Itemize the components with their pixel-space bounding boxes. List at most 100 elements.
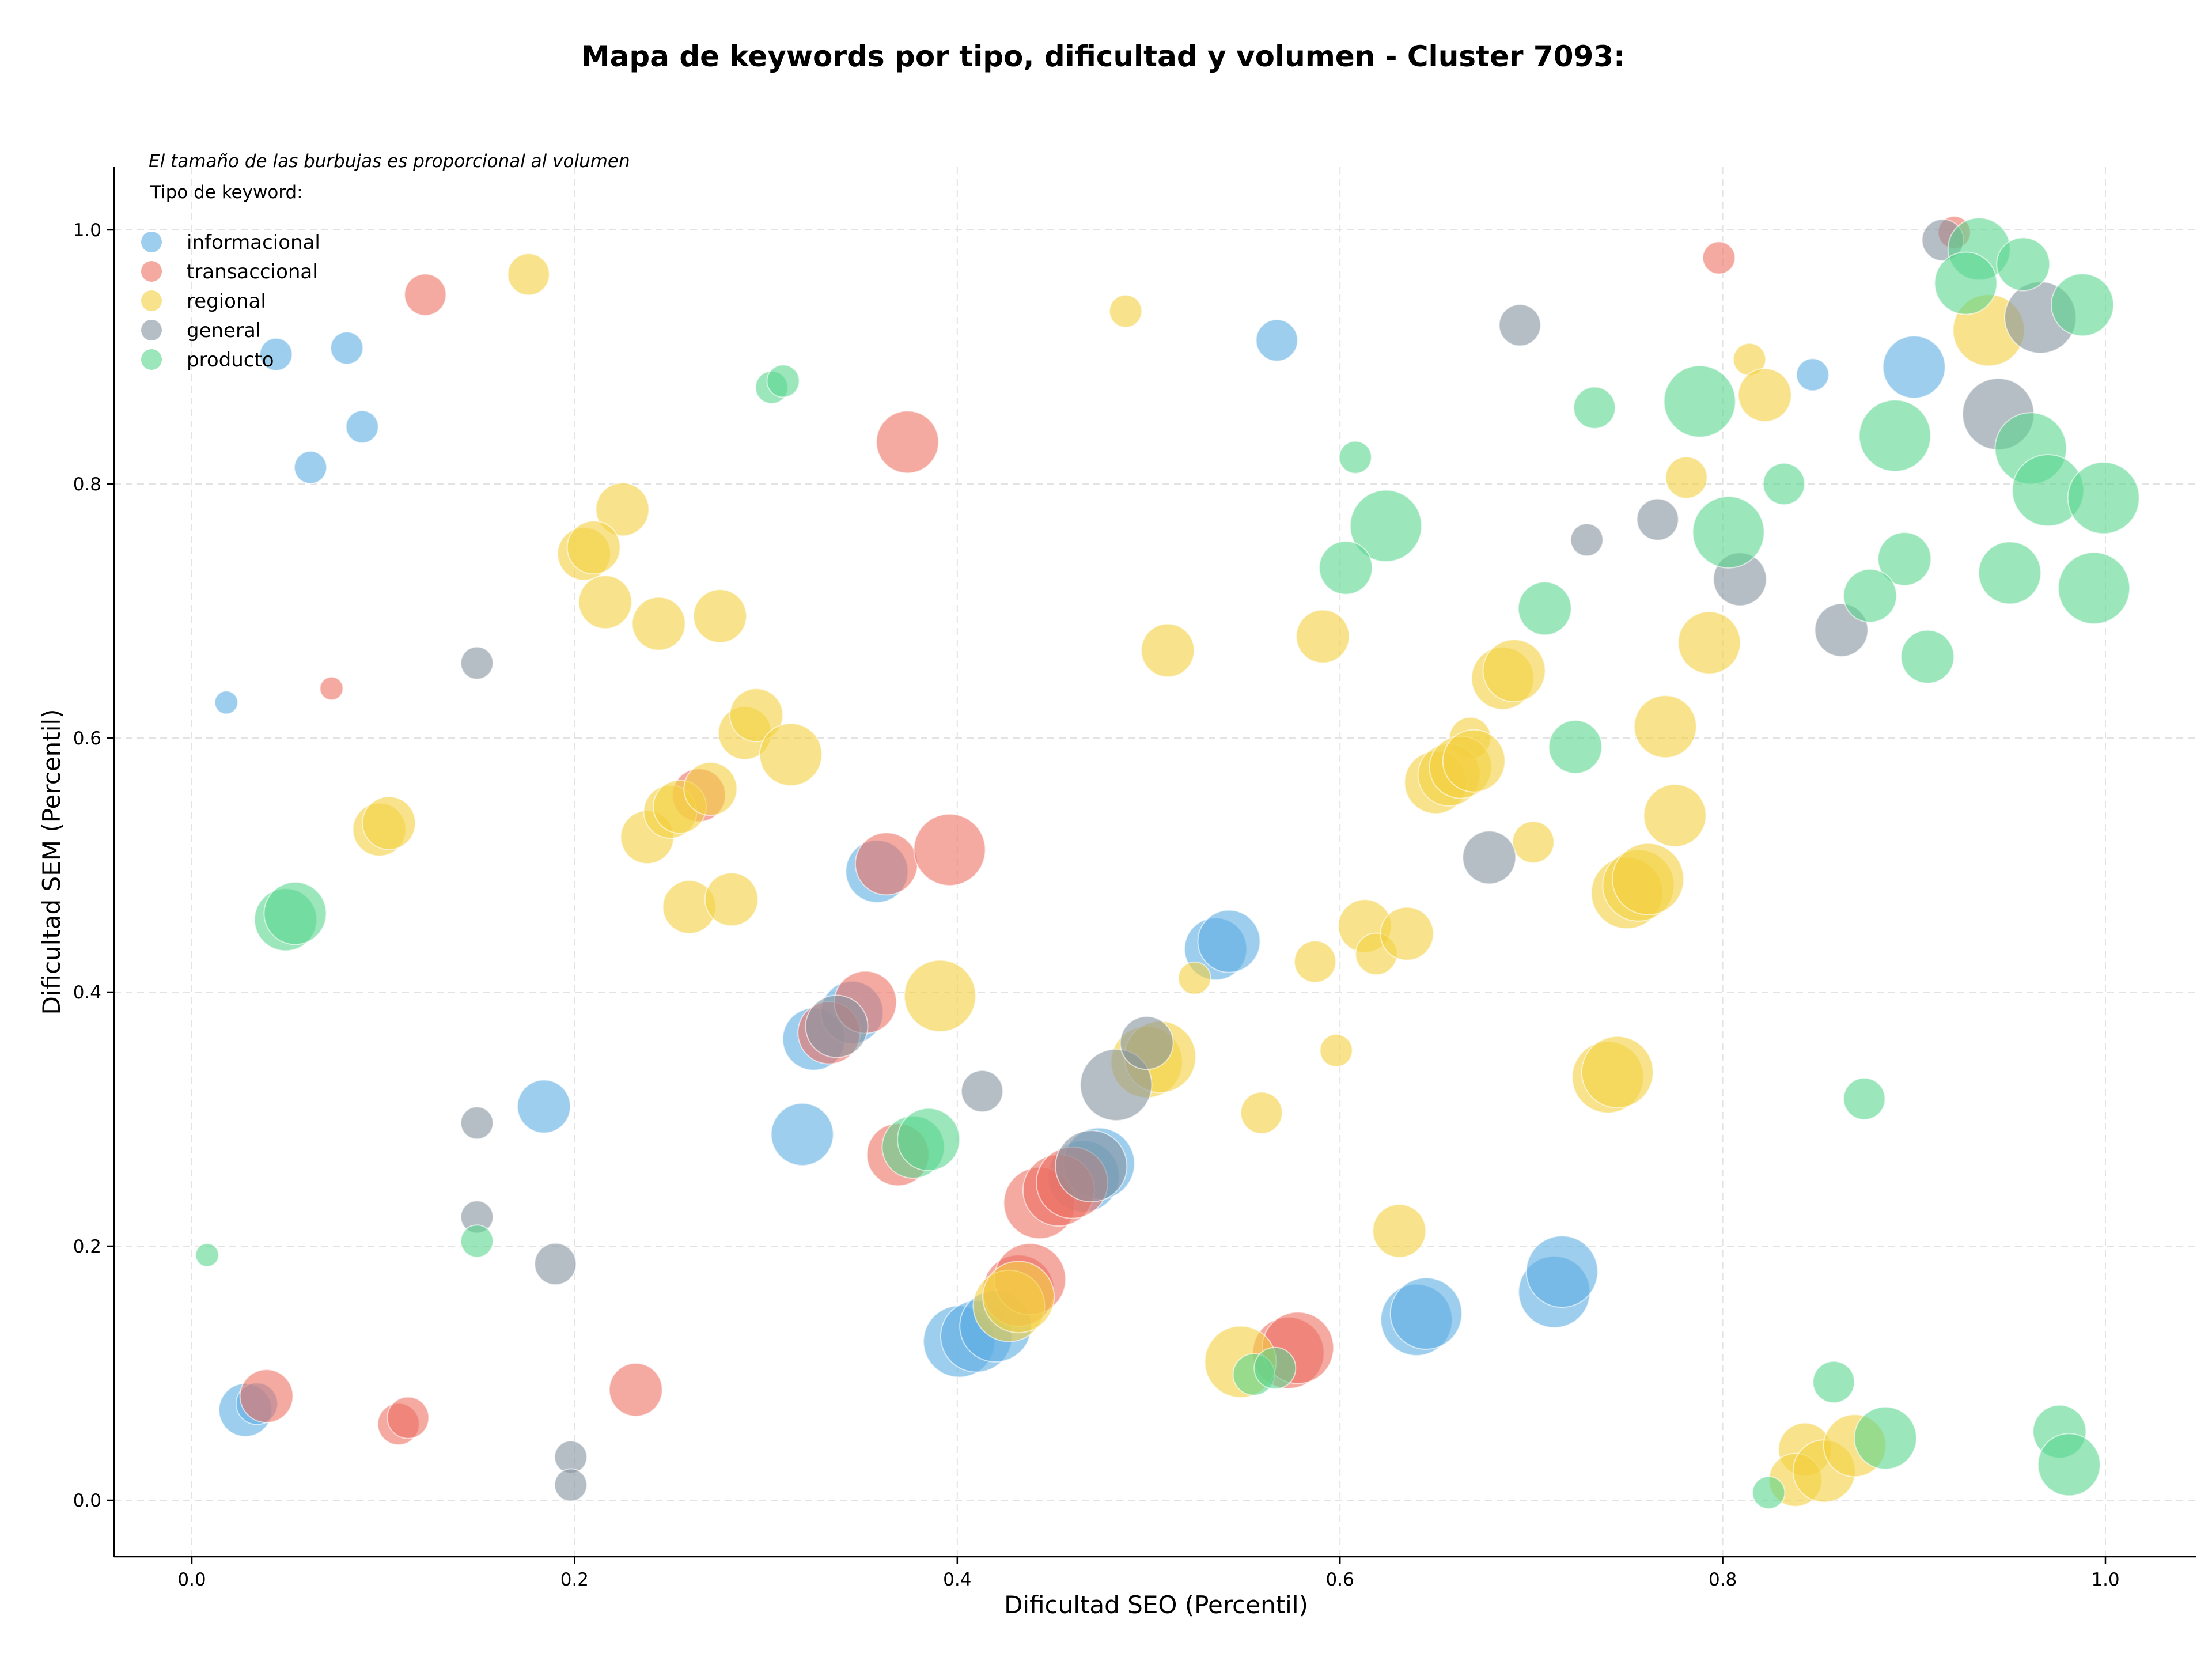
data-point-producto <box>1812 1360 1855 1403</box>
legend-marker-transaccional <box>141 261 162 282</box>
data-point-informacional <box>294 451 327 485</box>
data-point-regional <box>1177 961 1211 995</box>
data-point-producto <box>1349 489 1422 562</box>
data-point-producto <box>897 1107 960 1171</box>
x-tick-label: 1.0 <box>2091 1569 2119 1590</box>
data-point-producto <box>1663 365 1736 438</box>
y-axis-label: Dificultad SEM (Percentil) <box>37 709 66 1015</box>
data-point-producto <box>1900 629 1955 684</box>
data-point-transaccional <box>854 832 918 896</box>
data-point-informacional <box>1389 1277 1463 1350</box>
legend-label-producto: producto <box>187 349 274 372</box>
data-point-regional <box>631 596 686 651</box>
data-point-producto <box>1548 720 1603 774</box>
data-point-transaccional <box>319 676 344 701</box>
data-point-regional <box>903 959 976 1032</box>
grid <box>114 167 2196 1557</box>
data-point-general <box>1055 1130 1128 1203</box>
x-tick-label: 0.4 <box>943 1569 971 1590</box>
data-point-regional <box>1737 368 1792 422</box>
data-point-producto <box>2051 273 2115 337</box>
data-point-regional <box>1380 906 1434 961</box>
data-point-producto <box>195 1243 219 1267</box>
data-point-transaccional <box>876 410 940 474</box>
data-point-informacional <box>1796 358 1830 392</box>
data-point-informacional <box>1255 319 1298 362</box>
data-point-producto <box>1692 495 1765 569</box>
chart-title: Mapa de keywords por tipo, dificultad y … <box>581 40 1625 73</box>
x-tick-label: 0.2 <box>560 1569 589 1590</box>
data-point-regional <box>729 688 783 743</box>
data-point-regional <box>759 722 823 786</box>
data-point-producto <box>2037 1433 2101 1497</box>
data-point-general <box>1119 1016 1174 1070</box>
y-tick-label: 1.0 <box>73 220 101 241</box>
legend-label-informacional: informacional <box>187 231 320 254</box>
data-point-informacional <box>1882 335 1946 399</box>
x-axis-label: Dificultad SEO (Percentil) <box>1004 1591 1308 1619</box>
data-point-general <box>534 1242 577 1285</box>
data-point-producto <box>1517 581 1572 636</box>
data-point-regional <box>1512 820 1555 864</box>
legend-label-regional: regional <box>187 290 266 313</box>
x-tick-label: 0.0 <box>177 1569 206 1590</box>
data-point-informacional <box>770 1103 834 1166</box>
data-point-regional <box>692 589 747 644</box>
legend-size-note: El tamaño de las burbujas es proporciona… <box>149 151 630 172</box>
data-point-regional <box>566 520 621 575</box>
data-point-regional <box>1319 1034 1353 1068</box>
data-point-general <box>460 1106 494 1140</box>
data-point-regional <box>1643 784 1707 847</box>
data-point-regional <box>1442 729 1506 793</box>
data-point-informacional <box>1197 909 1261 973</box>
data-point-producto <box>1934 251 1998 315</box>
x-tick-label: 0.8 <box>1709 1569 1737 1590</box>
data-point-regional <box>1296 609 1350 664</box>
data-point-regional <box>578 575 632 630</box>
y-tick-label: 0.6 <box>73 728 101 749</box>
data-point-producto <box>1843 1077 1886 1121</box>
data-point-transaccional <box>608 1363 663 1417</box>
data-point-producto <box>1996 237 2051 292</box>
data-point-regional <box>1677 611 1741 675</box>
legend-marker-general <box>141 320 162 340</box>
legend: El tamaño de las burbujas es proporciona… <box>141 151 630 372</box>
legend-marker-regional <box>141 290 162 311</box>
data-point-general <box>1636 498 1679 541</box>
legend-label-general: general <box>187 319 261 342</box>
data-point-producto <box>460 1224 494 1258</box>
y-tick-label: 0.8 <box>73 474 101 495</box>
data-point-regional <box>1633 695 1697 759</box>
data-point-general <box>1570 523 1604 557</box>
data-point-producto <box>1573 386 1616 429</box>
data-point-transaccional <box>1702 241 1736 275</box>
data-point-informacional <box>345 410 379 444</box>
data-point-producto <box>766 364 800 398</box>
data-point-general <box>554 1468 588 1502</box>
data-point-regional <box>683 762 738 816</box>
data-point-producto <box>1319 540 1373 595</box>
data-point-transaccional <box>387 1396 430 1439</box>
y-tick-label: 0.2 <box>73 1236 101 1257</box>
data-point-producto <box>1978 541 2041 605</box>
data-point-general <box>1498 304 1541 347</box>
data-point-regional <box>1141 623 1195 678</box>
data-points <box>195 215 2140 1509</box>
data-point-regional <box>595 482 650 537</box>
data-point-transaccional <box>404 273 447 316</box>
data-point-regional <box>704 872 759 926</box>
data-point-producto <box>2067 461 2140 535</box>
data-point-transaccional <box>913 814 986 886</box>
y-tick-label: 0.4 <box>73 982 101 1003</box>
data-point-producto <box>1338 440 1372 474</box>
data-point-transaccional <box>239 1369 294 1424</box>
data-point-producto <box>1843 569 1897 623</box>
legend-marker-producto <box>141 349 162 370</box>
x-tick-label: 0.6 <box>1326 1569 1354 1590</box>
y-ticks: 0.0 0.2 0.4 0.6 0.8 1.0 <box>73 220 114 1511</box>
data-point-producto <box>1752 1475 1786 1509</box>
data-point-informacional <box>330 331 364 365</box>
legend-label-transaccional: transaccional <box>187 260 318 283</box>
data-point-producto <box>1877 532 1932 587</box>
